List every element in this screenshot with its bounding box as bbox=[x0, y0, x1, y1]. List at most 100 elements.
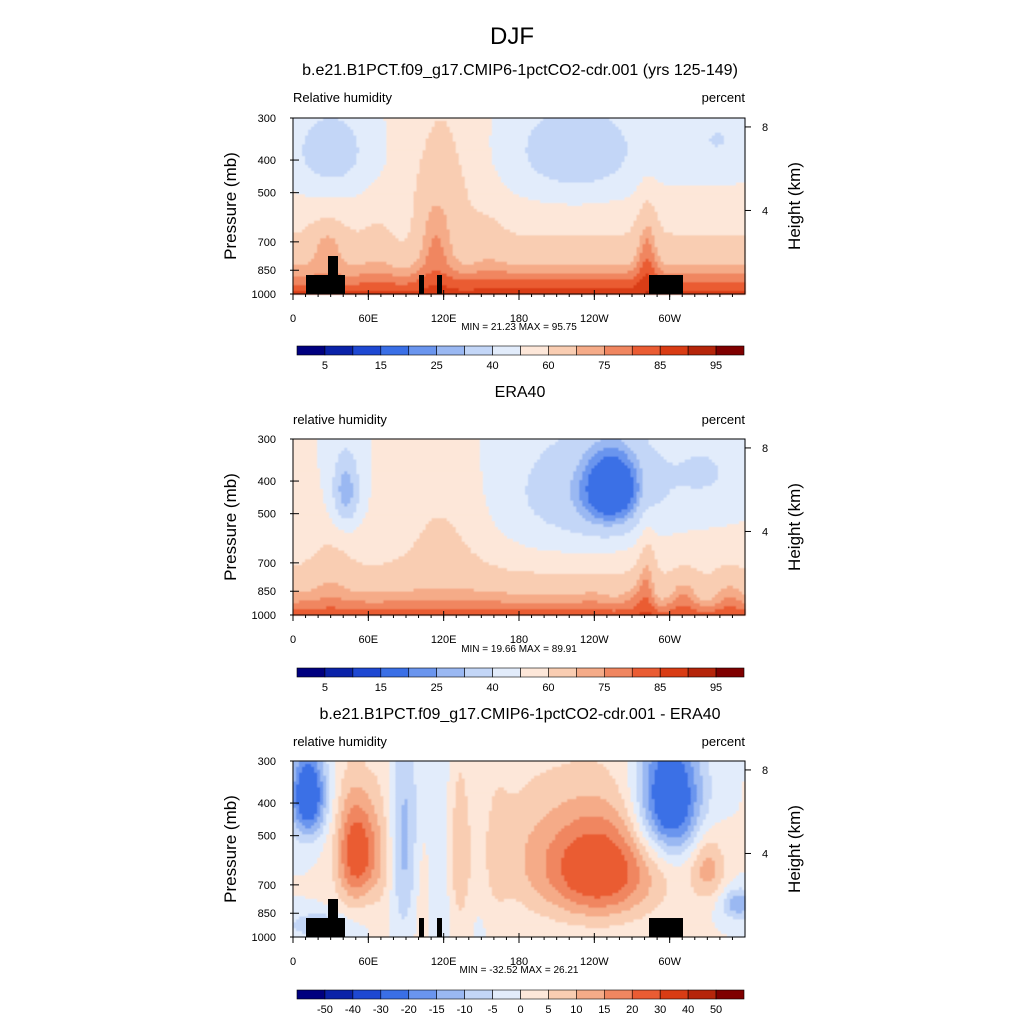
field-cell bbox=[699, 761, 710, 765]
field-cell bbox=[446, 123, 493, 128]
field-cell bbox=[528, 144, 629, 148]
field-cell bbox=[546, 898, 571, 903]
field-cell bbox=[359, 229, 391, 233]
field-cell bbox=[323, 544, 333, 549]
field-cell bbox=[377, 816, 388, 821]
colorbar-label: 25 bbox=[431, 360, 443, 372]
field-cell bbox=[371, 485, 484, 490]
field-cell bbox=[413, 763, 451, 768]
field-cell bbox=[422, 854, 430, 859]
field-cell bbox=[380, 828, 388, 832]
field-cell bbox=[690, 854, 698, 859]
field-cell bbox=[455, 890, 469, 894]
field-cell bbox=[407, 799, 418, 803]
field-cell bbox=[296, 822, 303, 827]
field-cell bbox=[395, 805, 403, 809]
field-cell bbox=[329, 810, 333, 815]
field-cell bbox=[293, 591, 508, 596]
field-cell bbox=[293, 846, 324, 850]
field-cell bbox=[383, 600, 502, 604]
field-cell bbox=[528, 197, 626, 201]
field-cell bbox=[293, 901, 324, 906]
field-cell bbox=[440, 241, 451, 245]
field-cell bbox=[365, 881, 378, 885]
field-cell bbox=[714, 132, 722, 137]
field-cell bbox=[579, 512, 592, 516]
field-cell bbox=[293, 562, 303, 566]
field-cell bbox=[356, 468, 372, 472]
field-cell bbox=[386, 881, 394, 885]
field-cell bbox=[293, 156, 306, 160]
field-cell bbox=[657, 837, 689, 841]
field-cell bbox=[293, 241, 321, 245]
field-cell bbox=[455, 799, 469, 803]
field-cell bbox=[338, 810, 342, 815]
field-cell bbox=[494, 258, 635, 263]
field-cell bbox=[741, 793, 746, 797]
field-cell bbox=[431, 129, 451, 134]
field-cell bbox=[389, 919, 418, 923]
field-cell bbox=[494, 217, 638, 222]
field-cell bbox=[627, 761, 638, 765]
field-cell bbox=[410, 901, 418, 906]
field-cell bbox=[576, 796, 601, 800]
field-cell bbox=[699, 851, 722, 856]
field-cell bbox=[497, 170, 538, 175]
field-cell bbox=[326, 509, 339, 513]
field-cell bbox=[482, 477, 529, 481]
field-cell bbox=[636, 787, 644, 791]
field-cell bbox=[419, 164, 463, 169]
field-cell bbox=[386, 261, 415, 266]
field-cell bbox=[461, 164, 496, 169]
field-cell bbox=[293, 194, 306, 198]
field-cell bbox=[690, 606, 725, 610]
field-cell bbox=[386, 156, 424, 160]
field-cell bbox=[491, 893, 541, 897]
colorbar-box bbox=[604, 989, 633, 1000]
field-cell bbox=[389, 895, 400, 900]
field-cell bbox=[416, 188, 469, 192]
field-cell bbox=[552, 807, 617, 812]
field-cell bbox=[320, 825, 324, 830]
field-cell bbox=[389, 893, 397, 897]
field-cell bbox=[344, 447, 348, 452]
field-cell bbox=[528, 503, 574, 508]
field-cell bbox=[470, 547, 538, 552]
field-cell bbox=[344, 223, 372, 228]
field-cell bbox=[642, 515, 746, 519]
field-cell bbox=[383, 807, 391, 812]
field-cell bbox=[473, 928, 487, 932]
field-cell bbox=[413, 775, 451, 780]
field-cell bbox=[338, 118, 384, 122]
field-cell bbox=[359, 491, 372, 496]
field-cell bbox=[642, 468, 719, 472]
field-cell bbox=[446, 831, 454, 835]
field-cell bbox=[413, 849, 424, 853]
field-cell bbox=[485, 860, 526, 865]
field-cell bbox=[660, 822, 683, 827]
field-cell bbox=[630, 796, 638, 800]
field-cell bbox=[636, 252, 641, 257]
field-cell bbox=[678, 594, 689, 598]
field-cell bbox=[651, 571, 665, 575]
field-cell bbox=[696, 594, 716, 598]
field-cell bbox=[296, 807, 300, 812]
field-cell bbox=[458, 532, 505, 537]
field-cell bbox=[416, 279, 641, 283]
field-cell bbox=[675, 485, 692, 490]
field-cell bbox=[711, 787, 743, 791]
field-cell bbox=[555, 887, 571, 891]
field-cell bbox=[314, 252, 342, 257]
field-cell bbox=[696, 796, 704, 800]
field-cell bbox=[293, 834, 321, 838]
field-cell bbox=[684, 816, 692, 821]
field-cell bbox=[497, 787, 505, 791]
field-cell bbox=[528, 497, 571, 502]
field-cell bbox=[741, 799, 746, 803]
field-cell bbox=[437, 235, 451, 239]
field-cell bbox=[374, 831, 381, 835]
field-cell bbox=[648, 597, 656, 601]
field-cell bbox=[389, 790, 397, 794]
field-cell bbox=[525, 843, 550, 847]
